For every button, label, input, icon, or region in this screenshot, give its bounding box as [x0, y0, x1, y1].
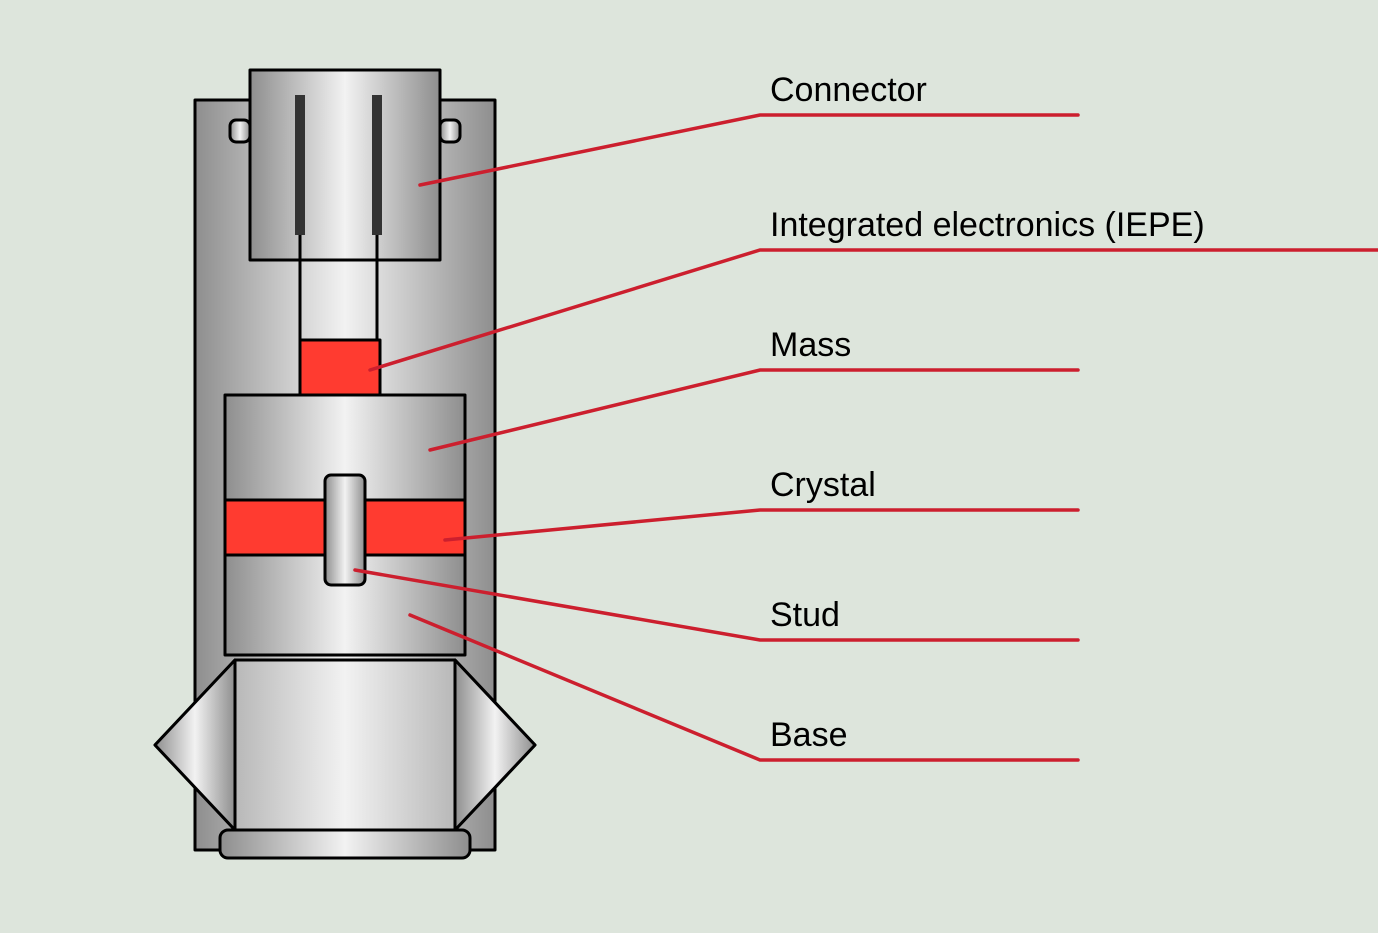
- accelerometer-diagram: Connector Integrated electronics (IEPE) Ma…: [0, 0, 1378, 933]
- label-connector: Connector: [770, 71, 927, 109]
- connector-slot: [372, 95, 382, 235]
- connector-body: [250, 70, 440, 260]
- connector-lug: [440, 120, 460, 142]
- foot: [220, 830, 470, 858]
- label-stud: Stud: [770, 596, 840, 634]
- connector-slot: [295, 95, 305, 235]
- connector-lug: [230, 120, 250, 142]
- stud: [325, 475, 365, 585]
- label-base: Base: [770, 716, 848, 754]
- label-mass: Mass: [770, 326, 851, 364]
- label-iepe: Integrated electronics (IEPE): [770, 206, 1205, 244]
- label-crystal: Crystal: [770, 466, 876, 504]
- iepe-block: [300, 340, 380, 395]
